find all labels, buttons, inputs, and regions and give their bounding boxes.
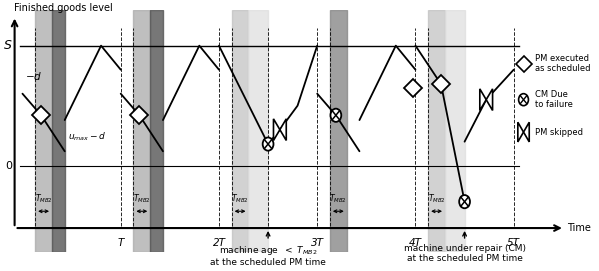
Bar bbox=[232, 10, 249, 252]
Text: PM executed
as scheduled: PM executed as scheduled bbox=[536, 54, 591, 73]
Polygon shape bbox=[486, 89, 492, 111]
Polygon shape bbox=[274, 119, 280, 140]
Text: machine age  $<$ $T_{MB2}$
at the scheduled PM time: machine age $<$ $T_{MB2}$ at the schedul… bbox=[210, 233, 326, 267]
Bar bbox=[134, 10, 150, 252]
Text: $T_{MB2}$: $T_{MB2}$ bbox=[428, 193, 446, 205]
Bar bbox=[35, 10, 52, 252]
Text: 4T: 4T bbox=[409, 238, 422, 248]
Text: 3T: 3T bbox=[311, 238, 323, 248]
Bar bbox=[249, 10, 268, 252]
Text: Finished goods level: Finished goods level bbox=[14, 3, 113, 13]
Text: CM Due
to failure: CM Due to failure bbox=[536, 90, 573, 109]
Circle shape bbox=[263, 137, 274, 151]
Circle shape bbox=[519, 94, 528, 106]
Text: PM skipped: PM skipped bbox=[536, 128, 583, 137]
Text: 0: 0 bbox=[5, 161, 13, 171]
Text: $T_{MB2}$: $T_{MB2}$ bbox=[35, 193, 53, 205]
Text: Time: Time bbox=[567, 223, 591, 233]
Circle shape bbox=[459, 195, 470, 208]
Text: 2T: 2T bbox=[213, 238, 225, 248]
Text: $T_{MB2}$: $T_{MB2}$ bbox=[329, 193, 347, 205]
Text: $S$: $S$ bbox=[3, 39, 13, 52]
Text: machine under repair (CM)
at the scheduled PM time: machine under repair (CM) at the schedul… bbox=[404, 233, 525, 263]
Polygon shape bbox=[280, 119, 286, 140]
Text: $T_{MB2}$: $T_{MB2}$ bbox=[133, 193, 151, 205]
Text: $u_{max} - d$: $u_{max} - d$ bbox=[68, 131, 106, 143]
Text: $T_{MB2}$: $T_{MB2}$ bbox=[231, 193, 249, 205]
Polygon shape bbox=[524, 122, 530, 142]
Bar bbox=[428, 10, 445, 252]
Polygon shape bbox=[518, 122, 524, 142]
Bar bbox=[150, 10, 163, 252]
Circle shape bbox=[331, 109, 341, 122]
Text: $- d$: $- d$ bbox=[25, 70, 43, 82]
Text: 5T: 5T bbox=[507, 238, 520, 248]
Bar bbox=[52, 10, 65, 252]
Bar bbox=[330, 10, 347, 252]
Text: T: T bbox=[117, 238, 124, 248]
Bar bbox=[445, 10, 465, 252]
Polygon shape bbox=[480, 89, 486, 111]
